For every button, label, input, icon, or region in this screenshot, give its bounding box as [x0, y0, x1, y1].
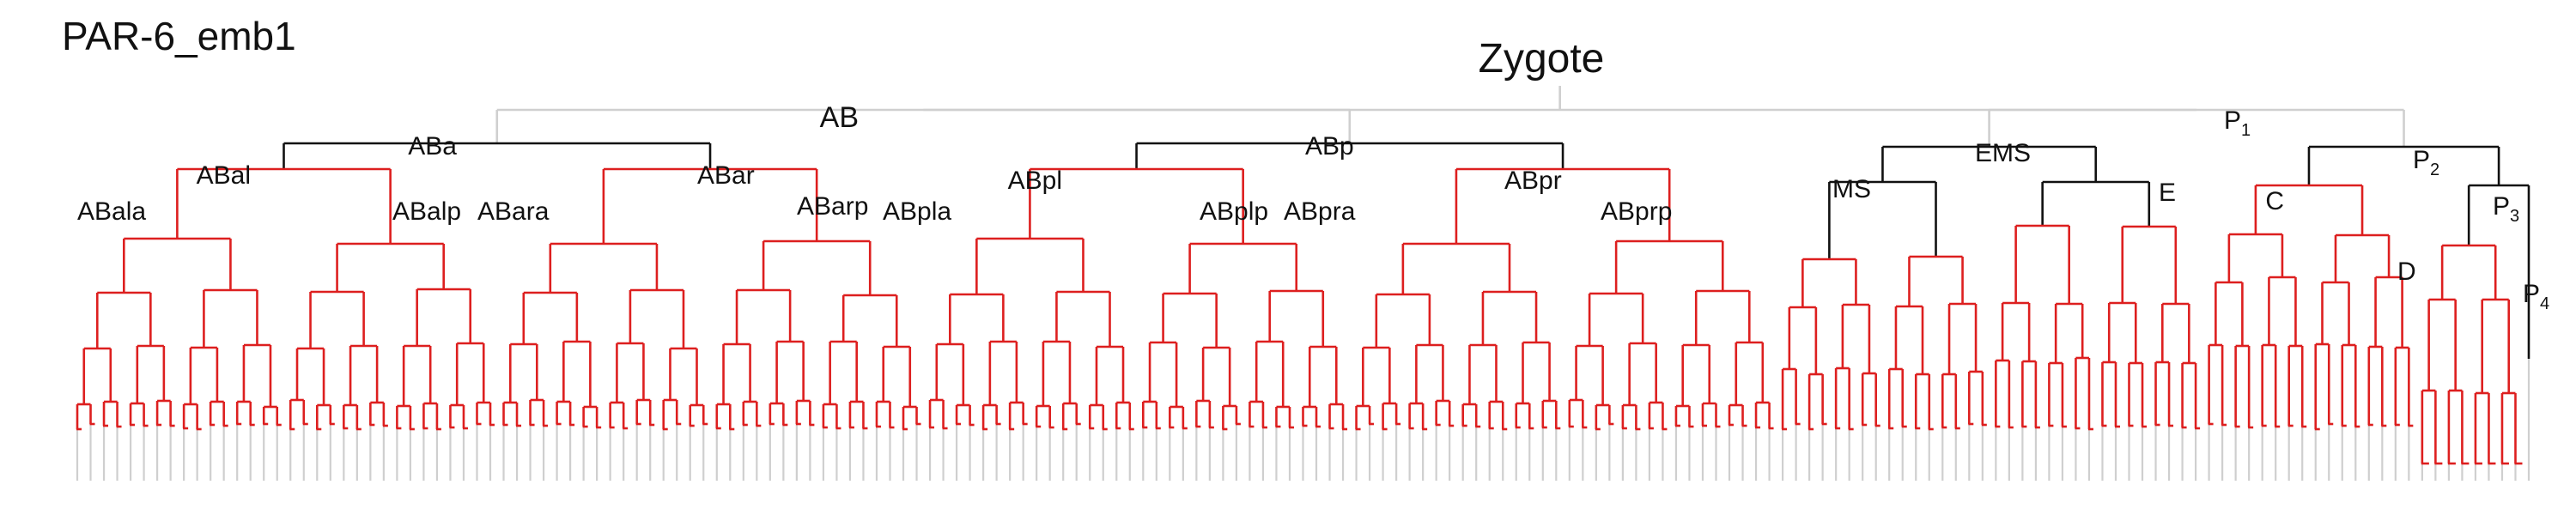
- node-label-d: D: [2397, 258, 2416, 286]
- node-label-abpra: ABpra: [1284, 197, 1356, 226]
- node-label-abalp: ABalp: [392, 197, 461, 226]
- node-label-abarp: ABarp: [797, 192, 868, 221]
- node-label-text-abarp: ABarp: [797, 192, 868, 221]
- node-label-p1: P1: [2224, 106, 2251, 140]
- node-label-text-p3: P: [2493, 192, 2510, 221]
- node-label-text-d: D: [2397, 258, 2416, 286]
- node-label-text-abprp: ABprp: [1601, 197, 1672, 226]
- node-label-abpl: ABpl: [1008, 167, 1062, 195]
- node-label-text-abpra: ABpra: [1284, 197, 1356, 226]
- node-label-text-ab: AB: [820, 101, 859, 134]
- node-label-e: E: [2159, 179, 2176, 207]
- node-label-c: C: [2265, 187, 2284, 215]
- node-label-ab: AB: [820, 101, 859, 134]
- node-label-subscript-p4: 4: [2540, 294, 2549, 313]
- root-label: Zygote: [1479, 36, 1605, 82]
- node-label-abplp: ABplp: [1200, 197, 1268, 226]
- node-label-subscript-p1: 1: [2241, 121, 2251, 140]
- node-label-ms: MS: [1832, 175, 1871, 203]
- node-label-abar: ABar: [697, 161, 755, 190]
- node-label-abprp: ABprp: [1601, 197, 1672, 226]
- node-label-text-abpla: ABpla: [883, 197, 951, 226]
- node-label-text-abpl: ABpl: [1008, 167, 1062, 195]
- node-label-abal: ABal: [197, 161, 251, 190]
- node-label-abara: ABara: [477, 197, 550, 226]
- node-label-text-aba: ABa: [408, 132, 457, 161]
- node-label-text-p1: P: [2224, 106, 2241, 135]
- node-label-text-p4: P: [2523, 280, 2540, 308]
- node-label-text-abala: ABala: [77, 197, 146, 226]
- node-label-text-abalp: ABalp: [392, 197, 461, 226]
- node-label-text-abal: ABal: [197, 161, 251, 190]
- node-label-p4: P4: [2523, 280, 2549, 313]
- node-label-p2: P2: [2413, 146, 2439, 179]
- node-label-subscript-p2: 2: [2430, 161, 2439, 179]
- node-label-text-abpr: ABpr: [1504, 167, 1562, 195]
- node-label-text-e: E: [2159, 179, 2176, 207]
- node-label-text-ms: MS: [1832, 175, 1871, 203]
- node-label-text-c: C: [2265, 187, 2284, 215]
- node-label-subscript-p3: 3: [2510, 207, 2519, 226]
- node-label-text-p2: P: [2413, 146, 2430, 174]
- node-label-abpr: ABpr: [1504, 167, 1562, 195]
- corner-title: PAR-6_emb1: [62, 14, 296, 58]
- node-label-abpla: ABpla: [883, 197, 951, 226]
- node-label-text-abplp: ABplp: [1200, 197, 1268, 226]
- node-label-text-abar: ABar: [697, 161, 755, 190]
- node-label-aba: ABa: [408, 132, 457, 161]
- node-label-abp: ABp: [1305, 132, 1354, 161]
- node-label-ems: EMS: [1975, 139, 2031, 167]
- node-label-text-ems: EMS: [1975, 139, 2031, 167]
- node-label-abala: ABala: [77, 197, 146, 226]
- node-label-p3: P3: [2493, 192, 2519, 226]
- node-label-text-abara: ABara: [477, 197, 550, 226]
- tree-edges: [76, 86, 2530, 481]
- node-label-text-abp: ABp: [1305, 132, 1354, 161]
